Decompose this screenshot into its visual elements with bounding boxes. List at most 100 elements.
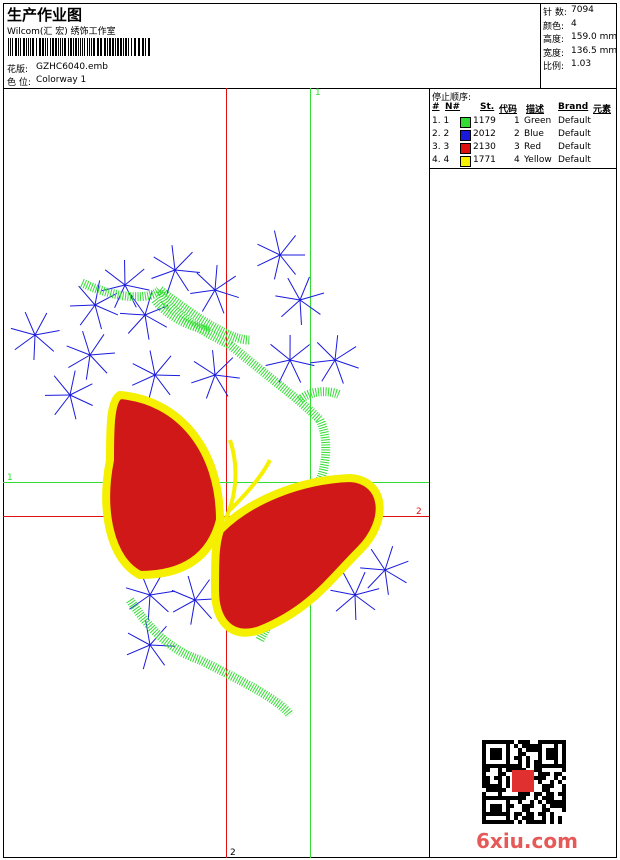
stitch-line	[257, 254, 281, 267]
stitch-line	[193, 360, 216, 376]
stitch-line	[289, 359, 315, 367]
qr-module	[522, 744, 526, 748]
qr-module	[558, 820, 562, 824]
qr-module	[482, 808, 486, 812]
qr-module	[550, 752, 554, 756]
barcode	[8, 38, 150, 56]
brand: Default	[558, 129, 591, 139]
brand: Default	[558, 116, 591, 126]
qr-module	[498, 820, 502, 824]
qr-module	[546, 740, 550, 744]
qr-module	[526, 820, 530, 824]
description: Yellow	[524, 155, 552, 165]
stitch-line	[54, 394, 71, 416]
qr-module	[518, 748, 522, 752]
qr-module	[550, 812, 554, 816]
qr-module	[550, 764, 554, 768]
qr-module	[494, 740, 498, 744]
design-area: 1 1 2 2	[3, 88, 429, 858]
qr-module	[510, 740, 514, 744]
bar	[125, 38, 127, 56]
stitch-line	[144, 314, 150, 340]
qr-module	[490, 748, 494, 752]
qr-module	[498, 784, 502, 788]
qr-module	[518, 752, 522, 756]
qr-module	[522, 752, 526, 756]
stitch-line	[153, 256, 176, 271]
qr-module	[498, 748, 502, 752]
qr-module	[550, 740, 554, 744]
qr-module	[550, 784, 554, 788]
qr-module	[550, 800, 554, 804]
qr-module	[518, 800, 522, 804]
stitch-line	[191, 374, 216, 384]
wing	[210, 473, 384, 637]
qr-module	[490, 752, 494, 756]
stitch-line	[287, 277, 301, 301]
stitch-line	[273, 230, 281, 256]
bar	[120, 38, 122, 56]
stitch-line	[174, 269, 200, 274]
qr-module	[486, 776, 490, 780]
qr-module	[486, 812, 490, 816]
qr-module	[542, 808, 546, 812]
qr-module	[482, 820, 486, 824]
qr-module	[502, 772, 506, 776]
bar	[32, 38, 34, 56]
stitch-line	[214, 374, 240, 379]
qr-module	[538, 748, 542, 752]
info-label: 比例:	[543, 62, 565, 72]
qr-code	[482, 740, 566, 824]
stitch-line	[79, 304, 96, 326]
stitches: 2130	[473, 142, 496, 152]
qr-module	[534, 744, 538, 748]
bar	[47, 38, 48, 56]
qr-module	[546, 808, 550, 812]
qr-module	[534, 776, 538, 780]
qr-module	[494, 804, 498, 808]
qr-module	[546, 792, 550, 796]
bar	[115, 38, 116, 56]
qr-module	[498, 772, 502, 776]
column-header: 描述	[526, 105, 545, 115]
stitch-line	[190, 599, 196, 625]
stitch-line	[214, 374, 229, 397]
stitch-line	[299, 299, 321, 315]
qr-module	[482, 796, 486, 800]
color-swatch	[460, 156, 471, 167]
studio: Wilcom(汇 宏) 绣饰工作室	[7, 27, 116, 37]
qr-module	[506, 744, 510, 748]
stitch-line	[171, 245, 176, 271]
stitch-line	[126, 644, 151, 656]
design-file: GZHC6040.emb	[36, 62, 108, 72]
info-label: 针 数:	[543, 8, 567, 18]
qr-module	[538, 764, 542, 768]
qr-module	[498, 768, 502, 772]
description: Blue	[524, 129, 544, 139]
stitches: 2012	[473, 129, 496, 139]
qr-module	[542, 816, 546, 820]
qr-module	[506, 784, 510, 788]
qr-module	[486, 796, 490, 800]
bar	[80, 38, 81, 56]
qr-module	[526, 816, 530, 820]
qr-module	[482, 800, 486, 804]
qr-module	[538, 744, 542, 748]
qr-module	[526, 756, 530, 760]
info-value: 136.5 mm	[571, 45, 618, 56]
stitch-line	[89, 354, 108, 374]
stitch-line	[316, 342, 336, 361]
description: Red	[524, 142, 542, 152]
info-label: 高度:	[543, 35, 565, 45]
stitch-line	[24, 311, 36, 336]
qr-module	[546, 796, 550, 800]
stitch-line	[334, 335, 339, 361]
code: 1	[514, 116, 520, 126]
bar	[73, 38, 74, 56]
title: 生产作业图	[7, 6, 83, 24]
qr-module	[550, 792, 554, 796]
qr-module	[494, 776, 498, 780]
qr-module	[506, 760, 510, 764]
stitch-line	[142, 644, 151, 670]
row-number: 2. 2	[432, 129, 450, 139]
